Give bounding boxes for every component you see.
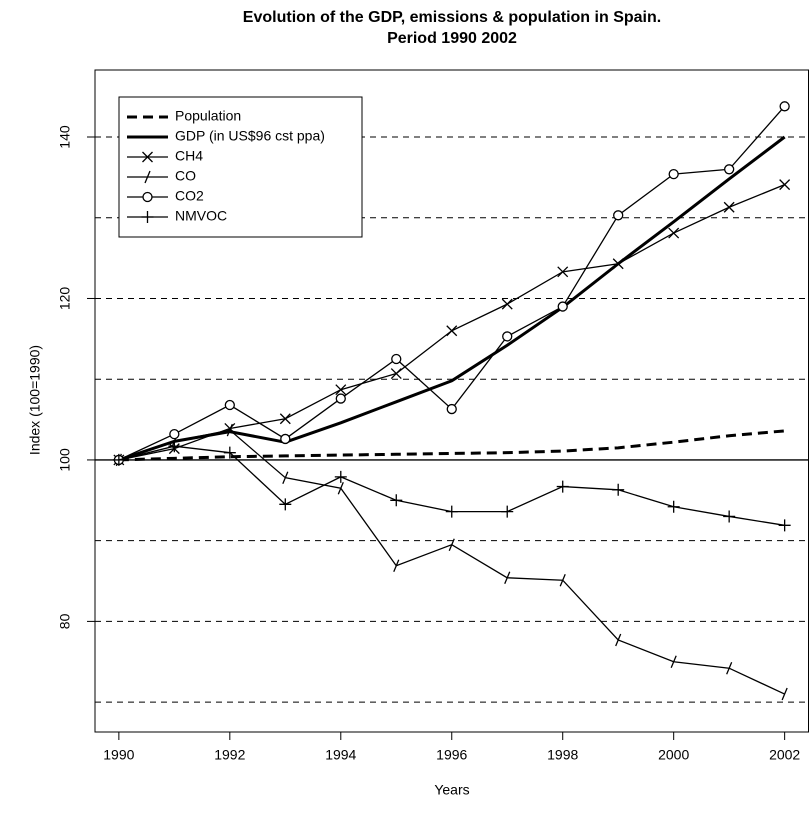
point-marker [779, 101, 790, 112]
x-tick-label: 1994 [325, 747, 356, 763]
legend-marker [142, 151, 153, 163]
point-marker [282, 471, 289, 484]
legend-marker [144, 170, 151, 184]
point-marker [724, 164, 735, 175]
point-marker [393, 559, 400, 572]
legend-label: CO [175, 168, 196, 184]
point-marker [280, 433, 291, 445]
point-marker [446, 403, 457, 415]
point-marker [778, 519, 791, 532]
point-marker [223, 446, 236, 459]
point-marker [224, 399, 235, 411]
point-marker [781, 687, 788, 701]
legend-marker [142, 191, 153, 203]
point-marker [391, 353, 402, 365]
point-marker [557, 266, 569, 278]
point-marker [726, 661, 733, 675]
point-marker [615, 633, 622, 647]
point-marker [556, 480, 569, 493]
point-marker [337, 481, 344, 495]
point-marker [279, 413, 291, 425]
point-marker [501, 298, 513, 310]
chart-title: Evolution of the GDP, emissions & popula… [243, 9, 661, 26]
y-tick-label: 120 [57, 287, 73, 311]
series-line [118, 429, 785, 695]
point-marker [557, 301, 568, 312]
point-marker [335, 384, 347, 396]
point-marker [168, 440, 181, 453]
point-marker [559, 573, 566, 587]
x-axis-label: Years [434, 782, 469, 798]
legend-label: NMVOC [175, 208, 227, 224]
x-tick-label: 1990 [103, 747, 134, 763]
point-marker [613, 210, 624, 221]
point-marker [279, 498, 292, 511]
chart-subtitle: Period 1990 2002 [387, 30, 517, 47]
point-marker [169, 428, 180, 440]
point-marker [612, 483, 625, 496]
x-tick-label: 1998 [547, 747, 578, 763]
y-tick-label: 140 [57, 125, 73, 149]
point-marker [112, 453, 125, 466]
x-tick-label: 2002 [769, 747, 800, 763]
point-marker [668, 169, 679, 180]
series-line [118, 429, 785, 462]
point-marker [668, 227, 680, 239]
point-marker [723, 201, 735, 213]
point-marker [390, 368, 402, 380]
point-marker [446, 325, 458, 337]
point-marker [448, 538, 455, 551]
point-marker [334, 470, 347, 483]
legend-marker [141, 211, 154, 223]
x-tick-label: 1996 [436, 747, 467, 763]
point-marker [502, 331, 513, 342]
point-marker [504, 571, 511, 585]
point-marker [501, 505, 514, 518]
legend-label: CH4 [175, 148, 203, 164]
y-tick-label: 80 [57, 613, 73, 629]
point-marker [667, 500, 680, 513]
legend-label: Population [175, 108, 241, 124]
point-marker [723, 510, 736, 523]
x-tick-label: 2000 [658, 747, 689, 763]
point-marker [335, 393, 346, 404]
legend-label: CO2 [175, 188, 204, 204]
y-tick-label: 100 [57, 448, 73, 472]
point-marker [445, 505, 458, 518]
point-marker [390, 494, 403, 507]
y-axis-label: Index (100=1990) [27, 345, 43, 455]
legend-box [118, 96, 363, 238]
point-marker [226, 423, 233, 437]
point-marker [670, 655, 677, 669]
point-marker [612, 258, 624, 270]
point-marker [779, 179, 791, 191]
legend-label: GDP (in US$96 cst ppa) [175, 128, 325, 144]
x-tick-label: 1992 [214, 747, 245, 763]
